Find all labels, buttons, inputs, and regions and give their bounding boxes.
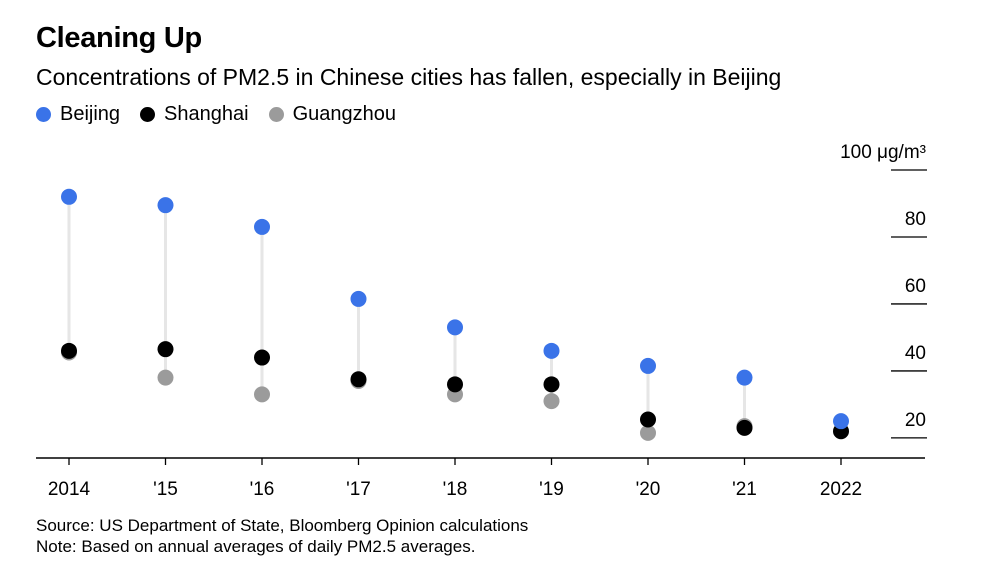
x-tick-label-2022: 2022 [820,479,862,500]
legend-swatch-shanghai [140,107,156,122]
legend-label-guangzhou: Guangzhou [292,103,396,125]
x-tick-label-20: '20 [636,479,661,500]
y-tick-label-20: 20 [905,410,926,431]
legend-item-guangzhou: Guangzhou [268,103,396,126]
chart-title: Cleaning Up [36,22,202,54]
chart-subtitle: Concentrations of PM2.5 in Chinese citie… [36,64,782,90]
x-tick-label-17: '17 [346,479,371,500]
point-guangzhou-19 [543,393,560,410]
legend-swatch-beijing [36,107,51,122]
y-tick-label-80: 80 [905,209,926,230]
chart-footer: Source: US Department of State, Bloomber… [36,515,528,557]
methodology-note: Note: Based on annual averages of daily … [36,537,476,556]
point-beijing-2022 [833,413,849,430]
x-tick-label-19: '19 [539,479,564,500]
point-shanghai-15 [157,341,174,358]
x-tick-label-21: '21 [732,479,757,500]
legend-label-shanghai: Shanghai [164,103,249,125]
legend-label-beijing: Beijing [60,103,121,125]
point-guangzhou-20 [640,424,656,441]
x-tick-label-2014: 2014 [48,479,91,500]
point-shanghai-17 [350,371,367,388]
point-guangzhou-15 [157,369,174,386]
point-shanghai-2014 [61,342,77,359]
legend-item-beijing: Beijing [36,103,120,126]
x-tick-label-18: '18 [443,479,468,500]
x-tick-label-16: '16 [250,479,275,500]
point-shanghai-16 [254,349,270,366]
point-beijing-17 [350,290,367,307]
point-shanghai-21 [736,419,753,436]
legend: Beijing Shanghai Guangzhou [36,103,416,126]
point-guangzhou-16 [254,386,270,403]
point-beijing-2014 [61,188,77,205]
legend-item-shanghai: Shanghai [140,103,249,126]
point-beijing-20 [640,357,656,374]
y-tick-label-60: 60 [905,276,926,297]
source-note: Source: US Department of State, Bloomber… [36,516,529,535]
point-shanghai-18 [447,376,463,393]
point-beijing-21 [736,369,753,386]
point-beijing-18 [447,319,463,336]
point-beijing-16 [254,218,270,235]
legend-swatch-guangzhou [268,107,284,122]
x-tick-label-15: '15 [153,479,178,500]
point-beijing-15 [157,197,174,214]
point-shanghai-20 [640,411,656,428]
point-beijing-19 [543,342,560,359]
y-tick-label-100: 100 μg/m³ [840,142,926,163]
y-tick-label-40: 40 [905,343,926,364]
point-shanghai-19 [543,376,560,393]
